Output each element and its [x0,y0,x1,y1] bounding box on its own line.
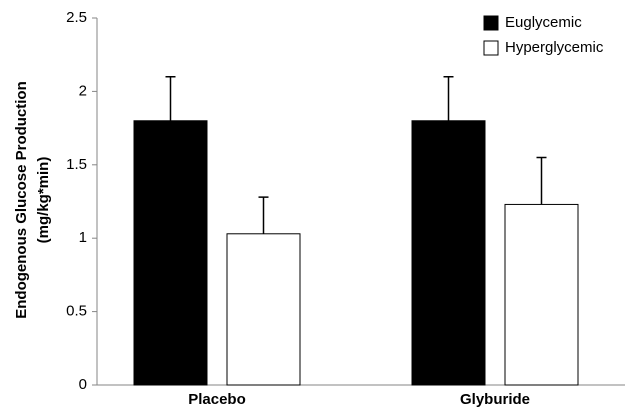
legend-swatch [483,15,499,31]
y-axis-label: Endogenous Glucose Production [13,81,30,319]
bar [411,120,486,386]
error-bar [443,75,454,121]
error-bar [258,196,269,234]
bar [133,120,208,386]
bar [226,233,301,386]
bar [504,203,579,386]
x-tick-label: Placebo [188,391,246,408]
y-tick-label: 2.5 [66,9,87,26]
error-bar [536,156,547,205]
legend-label: Hyperglycemic [505,39,604,56]
legend-label: Euglycemic [505,14,582,31]
y-axis-label: (mg/kg*min) [35,157,52,244]
y-tick-label: 0 [79,376,87,393]
y-tick-label: 0.5 [66,303,87,320]
x-tick-label: Glyburide [460,391,530,408]
y-tick-label: 1 [79,229,87,246]
error-bar [165,75,176,121]
legend-swatch [483,40,499,56]
y-tick-label: 2 [79,82,87,99]
y-tick-label: 1.5 [66,156,87,173]
